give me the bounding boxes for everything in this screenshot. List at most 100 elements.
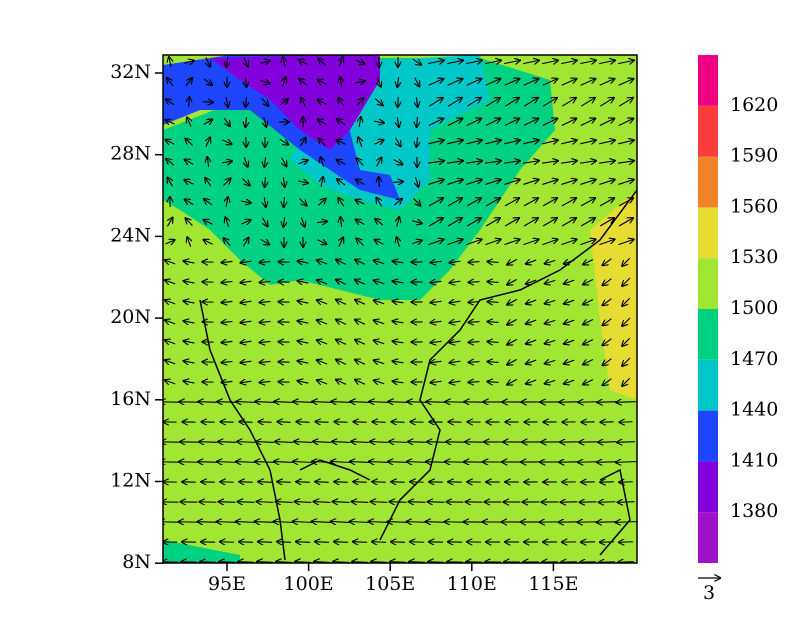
wind-arrow bbox=[393, 321, 404, 323]
wind-arrow bbox=[545, 340, 556, 343]
wind-arrow bbox=[374, 300, 385, 303]
wind-arrow bbox=[426, 462, 447, 463]
wind-arrow bbox=[564, 360, 575, 364]
wind-arrow bbox=[337, 179, 346, 186]
wind-arrow bbox=[165, 360, 176, 364]
wind-arrow bbox=[526, 260, 537, 264]
wind-arrow bbox=[166, 159, 175, 166]
wind-arrow bbox=[507, 298, 518, 304]
wind-arrow bbox=[466, 239, 481, 246]
lat-label: 32N bbox=[110, 61, 151, 83]
wind-arrow bbox=[617, 442, 635, 443]
wind-arrow bbox=[333, 502, 350, 503]
wind-arrow bbox=[488, 382, 499, 383]
wind-arrow bbox=[318, 80, 327, 85]
wind-arrow bbox=[379, 177, 380, 188]
wind-arrow bbox=[374, 280, 385, 283]
wind-arrow bbox=[416, 136, 417, 147]
wind-arrow bbox=[355, 200, 365, 204]
wind-arrow bbox=[523, 239, 538, 246]
wind-arrow bbox=[313, 442, 331, 443]
wind-arrow bbox=[258, 542, 273, 543]
wind-arrow bbox=[542, 218, 557, 227]
wind-arrow bbox=[312, 521, 333, 522]
wind-arrow bbox=[504, 140, 520, 144]
colorbar-bin bbox=[698, 512, 718, 563]
wind-arrow bbox=[319, 138, 326, 147]
wind-arrow bbox=[317, 380, 328, 384]
wind-arrow bbox=[618, 60, 634, 63]
wind-arrow bbox=[179, 522, 200, 523]
wind-arrow bbox=[257, 562, 273, 563]
wind-arrow bbox=[336, 260, 347, 265]
wind-arrow bbox=[561, 119, 576, 126]
wind-arrow bbox=[340, 77, 342, 88]
wind-arrow bbox=[583, 279, 594, 285]
wind-arrow bbox=[583, 259, 594, 265]
wind-arrow bbox=[372, 542, 387, 543]
coastline bbox=[199, 189, 637, 561]
wind-arrow bbox=[507, 338, 518, 344]
lat-label: 24N bbox=[110, 224, 151, 246]
wind-arrow bbox=[298, 341, 309, 343]
wind-arrow bbox=[564, 380, 575, 384]
wind-arrow bbox=[198, 402, 218, 403]
wind-arrow bbox=[388, 522, 409, 523]
wind-arrow bbox=[298, 160, 307, 164]
wind-arrow bbox=[485, 180, 500, 185]
wind-arrow bbox=[542, 180, 557, 185]
wind-arrow bbox=[283, 216, 284, 227]
wind-arrow bbox=[239, 542, 254, 543]
wind-arrow bbox=[255, 522, 276, 523]
wind-arrow bbox=[393, 361, 404, 363]
wind-arrow bbox=[428, 218, 443, 227]
wind-arrow bbox=[393, 199, 402, 206]
wind-arrow bbox=[426, 402, 446, 403]
wind-arrow bbox=[283, 57, 285, 67]
wind-arrow bbox=[622, 297, 631, 306]
wind-arrow bbox=[407, 522, 428, 523]
wind-arrow bbox=[356, 179, 365, 184]
wind-arrow bbox=[258, 422, 272, 423]
wind-arrow bbox=[316, 221, 327, 222]
wind-arrow bbox=[488, 342, 499, 343]
wind-arrow bbox=[507, 358, 518, 364]
wind-arrow bbox=[469, 282, 480, 283]
wind-arrow bbox=[603, 378, 612, 386]
wind-arrow bbox=[485, 161, 501, 163]
wind-arrow bbox=[390, 502, 407, 503]
wind-arrow bbox=[264, 156, 265, 167]
wind-arrow bbox=[258, 482, 272, 483]
wind-arrow bbox=[466, 79, 482, 86]
wind-arrow bbox=[372, 482, 386, 483]
wind-arrow bbox=[166, 99, 175, 106]
colorbar: 1380 1410 1440 1470 1500 1530 1560 1590 1620 bbox=[698, 55, 778, 563]
wind-arrow bbox=[298, 381, 309, 383]
wind-arrow bbox=[622, 277, 631, 286]
wind-arrow bbox=[450, 301, 461, 303]
wind-arrow bbox=[466, 161, 482, 163]
wind-arrow bbox=[279, 99, 288, 106]
wind-arrow bbox=[165, 280, 176, 284]
wind-arrow bbox=[407, 402, 427, 403]
wind-arrow bbox=[299, 138, 305, 147]
wind-arrow bbox=[504, 119, 519, 126]
wind-arrow bbox=[255, 462, 276, 463]
wind-arrow bbox=[317, 280, 328, 284]
wind-arrow bbox=[618, 180, 633, 185]
wind-arrow bbox=[237, 442, 255, 443]
wind-arrow bbox=[507, 378, 518, 384]
wind-arrow bbox=[616, 402, 636, 403]
wind-arrow bbox=[618, 198, 633, 207]
wind-arrow bbox=[603, 338, 612, 346]
wind-arrow bbox=[314, 502, 331, 503]
wind-arrow bbox=[315, 422, 329, 423]
colorbar-label: 1380 bbox=[730, 500, 778, 522]
wind-arrow bbox=[379, 56, 380, 67]
wind-arrow bbox=[355, 260, 366, 265]
wind-arrow bbox=[597, 522, 618, 523]
wind-arrow bbox=[622, 377, 631, 386]
wind-arrow bbox=[447, 218, 462, 227]
wind-arrow bbox=[377, 158, 382, 167]
wind-arrow bbox=[377, 77, 381, 86]
